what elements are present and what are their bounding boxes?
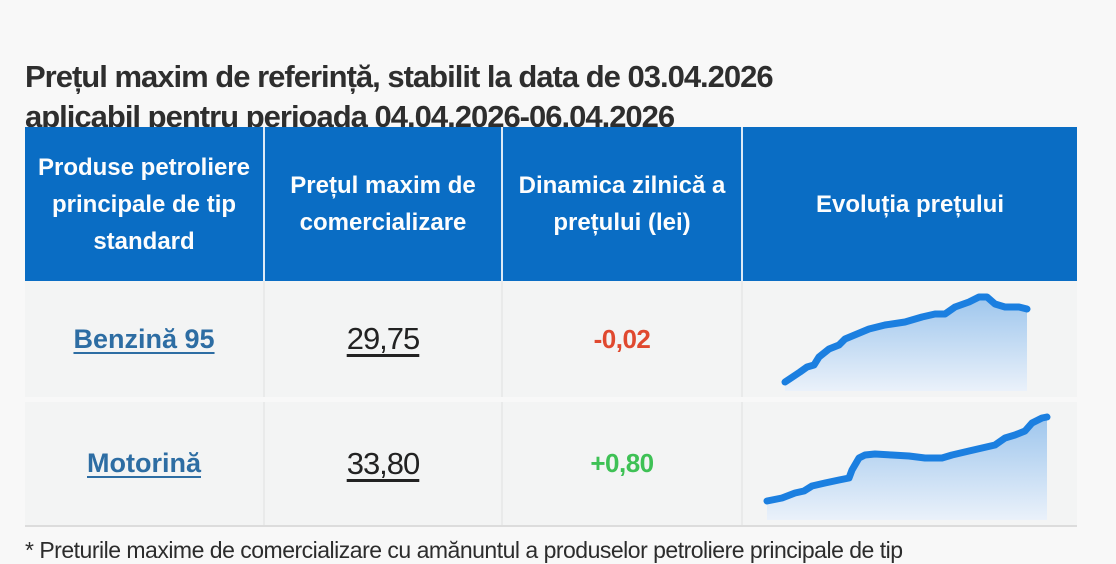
product-link-motorina[interactable]: Motorină	[87, 448, 201, 478]
product-cell: Benzină 95	[25, 281, 265, 397]
product-cell: Motorină	[25, 402, 265, 525]
price-value-motorina[interactable]: 33,80	[346, 445, 421, 481]
page-title: Prețul maxim de referință, stabilit la d…	[25, 57, 1035, 137]
price-value-benzina-95[interactable]: 29,75	[346, 321, 421, 356]
column-header-daily-dynamic: Dinamica zilnică a prețului (lei)	[503, 127, 743, 281]
dynamic-cell: +0,80	[503, 402, 743, 525]
column-header-price-evolution: Evoluția prețului	[743, 127, 1077, 281]
price-cell: 29,75	[265, 281, 503, 397]
footer-note: * Preturile maxime de comercializare cu …	[25, 537, 903, 563]
dynamic-cell: -0,02	[503, 281, 743, 397]
evolution-chart-cell-benzina-95	[743, 281, 1077, 397]
column-header-product: Produse petroliere principale de tip sta…	[25, 127, 265, 281]
sparkline-chart	[781, 293, 1031, 391]
evolution-chart-cell-motorina	[743, 402, 1077, 525]
table-row-motorina: Motorină 33,80 +0,80	[25, 402, 1077, 525]
dynamic-value-benzina-95: -0,02	[593, 323, 651, 354]
sparkline-chart	[763, 413, 1051, 520]
table-row-benzina-95: Benzină 95 29,75 -0,02	[25, 281, 1077, 397]
product-link-benzina-95[interactable]: Benzină 95	[73, 323, 215, 354]
column-header-max-price: Prețul maxim de comercializare	[265, 127, 503, 281]
price-table: Produse petroliere principale de tip sta…	[25, 127, 1077, 527]
price-cell: 33,80	[265, 402, 503, 525]
table-header-row: Produse petroliere principale de tip sta…	[25, 127, 1077, 281]
page-title-line1: Prețul maxim de referință, stabilit la d…	[25, 58, 774, 94]
dynamic-value-motorina: +0,80	[590, 448, 654, 478]
